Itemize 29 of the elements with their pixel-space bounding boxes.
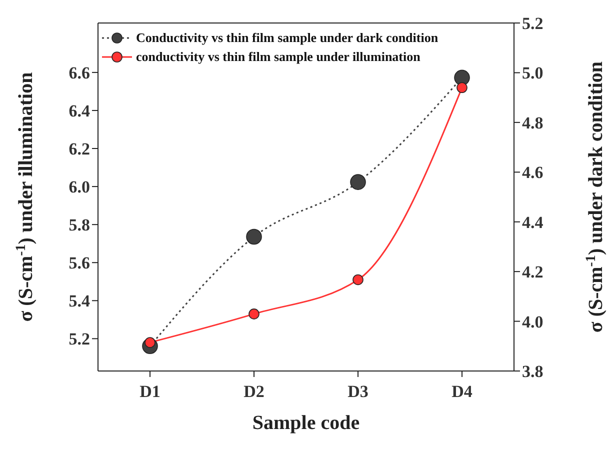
point — [456, 82, 468, 94]
x-tick-label: D2 — [244, 382, 264, 402]
x-tick-label: D4 — [452, 382, 473, 402]
y-tick-label: 6.6 — [68, 63, 90, 82]
x-axis-title: Sample code — [252, 412, 360, 434]
point — [350, 174, 366, 190]
y2-tick-label: 3.8 — [522, 362, 544, 382]
y2-tick-label: 4.4 — [522, 212, 544, 232]
legend-label: Conductivity vs thin film sample under dark condition — [136, 30, 438, 46]
y-tick-label: 5.4 — [68, 292, 90, 311]
y-tick-label: 5.6 — [68, 254, 90, 273]
y2-tick-label: 4.8 — [522, 113, 544, 132]
point — [246, 228, 262, 245]
x-tick-label: D1 — [140, 382, 160, 402]
y-tick-label: 5.2 — [68, 330, 90, 349]
y-tick-label: 6.4 — [68, 102, 90, 121]
y-tick-label: 6.0 — [68, 178, 90, 197]
y2-tick-label: 4.6 — [522, 163, 544, 182]
x-tick-label: D3 — [348, 382, 368, 402]
legend-label: conductivity vs thin film sample under illumination — [136, 48, 420, 64]
y-tick-label: 5.8 — [68, 216, 90, 235]
point — [352, 274, 364, 286]
y2-tick-label: 5.0 — [522, 64, 544, 83]
point — [454, 70, 470, 86]
y2-tick-label: 4.2 — [522, 262, 544, 282]
y2-tick-label: 5.2 — [522, 14, 544, 34]
point — [248, 308, 260, 320]
y2-tick-label: 4.0 — [522, 312, 544, 332]
y-tick-label: 6.2 — [68, 140, 90, 159]
